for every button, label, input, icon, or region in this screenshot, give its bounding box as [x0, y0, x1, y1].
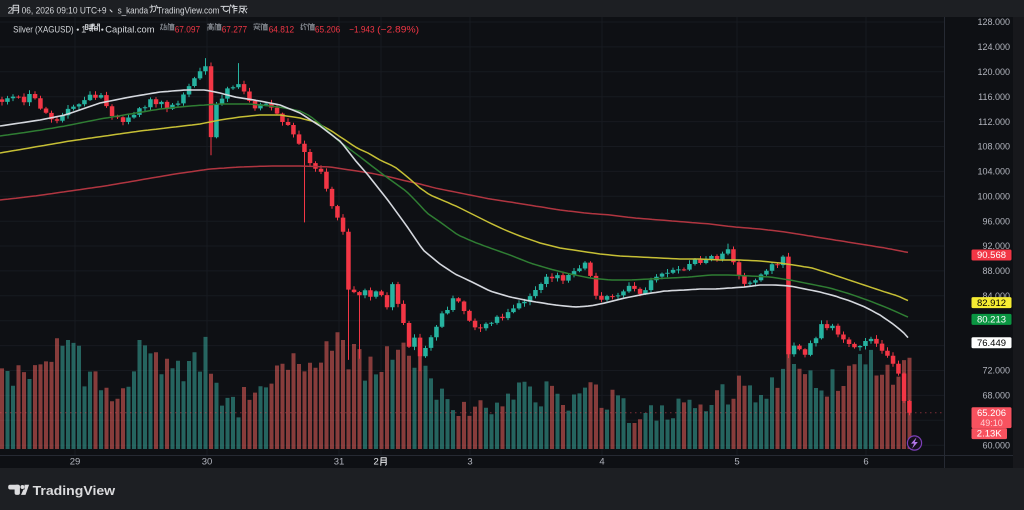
- svg-text:06, 2026 09:10 UTC+9: 06, 2026 09:10 UTC+9: [22, 6, 107, 17]
- svg-text:88.000: 88.000: [982, 266, 1010, 276]
- svg-text:Silver (XAGUSD): Silver (XAGUSD): [13, 25, 74, 35]
- svg-text:2: 2: [374, 457, 379, 468]
- svg-text:(−2.89%): (−2.89%): [377, 25, 419, 35]
- svg-text:TradingView.com: TradingView.com: [157, 6, 220, 17]
- svg-text:64.812: 64.812: [269, 25, 294, 35]
- svg-text:s_kanda: s_kanda: [118, 6, 149, 17]
- svg-text:4: 4: [599, 457, 604, 468]
- svg-text:104.000: 104.000: [977, 167, 1010, 177]
- svg-text:Capital.com: Capital.com: [105, 25, 154, 35]
- svg-text:92.000: 92.000: [982, 241, 1010, 251]
- svg-text:65.206: 65.206: [315, 25, 340, 35]
- svg-text:96.000: 96.000: [982, 216, 1010, 226]
- svg-text:60.000: 60.000: [982, 440, 1010, 450]
- svg-text:30: 30: [202, 457, 213, 468]
- svg-text:76.449: 76.449: [977, 338, 1006, 349]
- svg-text:116.000: 116.000: [978, 92, 1010, 102]
- svg-text:−1.943: −1.943: [349, 25, 374, 35]
- svg-text:2: 2: [8, 6, 13, 17]
- svg-text:72.000: 72.000: [982, 366, 1010, 376]
- svg-text:84.000: 84.000: [982, 291, 1010, 301]
- svg-text:67.277: 67.277: [222, 25, 247, 35]
- svg-text:5: 5: [734, 457, 739, 468]
- svg-text:124.000: 124.000: [977, 42, 1010, 52]
- svg-text:80.213: 80.213: [977, 315, 1006, 326]
- svg-text:67.097: 67.097: [175, 25, 200, 35]
- svg-text:128.000: 128.000: [977, 17, 1010, 27]
- svg-text:TradingView: TradingView: [33, 483, 116, 498]
- svg-text:82.912: 82.912: [977, 298, 1006, 309]
- svg-text:120.000: 120.000: [977, 67, 1010, 77]
- svg-text:68.000: 68.000: [982, 391, 1010, 401]
- svg-text:112.000: 112.000: [978, 117, 1010, 127]
- svg-text:31: 31: [334, 457, 345, 468]
- svg-text:65.206: 65.206: [977, 408, 1006, 419]
- svg-text:6: 6: [863, 457, 868, 468]
- svg-text:100.000: 100.000: [977, 192, 1010, 202]
- svg-text:90.568: 90.568: [977, 250, 1006, 261]
- svg-text:1: 1: [81, 25, 86, 35]
- svg-text:2.13K: 2.13K: [977, 429, 1002, 440]
- svg-text:3: 3: [467, 457, 472, 468]
- svg-text:29: 29: [70, 457, 81, 468]
- svg-text:49:10: 49:10: [980, 418, 1003, 428]
- svg-text:108.000: 108.000: [977, 142, 1010, 152]
